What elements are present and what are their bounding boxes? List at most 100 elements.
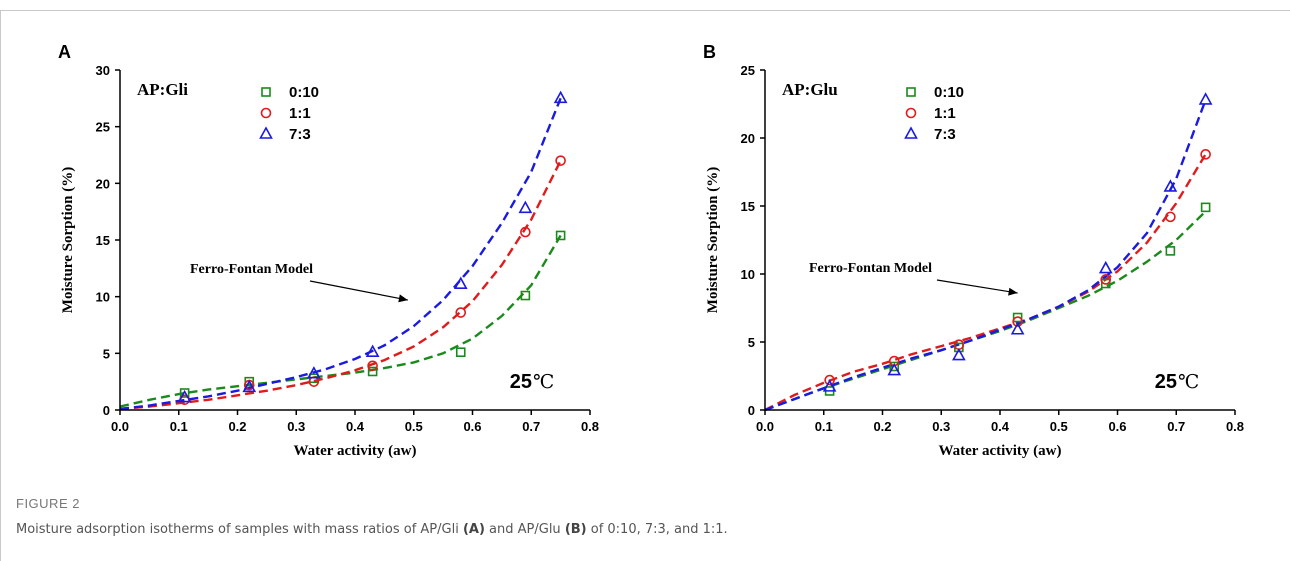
chart-panel-b: B 0.0 0.1 0.2 0.3 0.4 0.5 0.6 0.7 0.8 0 5 10 15 20 25 Wa… bbox=[703, 42, 1244, 459]
legend-label-a-0: 0:10 bbox=[289, 84, 319, 101]
marker-b-s1-p6 bbox=[1200, 149, 1211, 160]
x-tick-label-b-7: 0.7 bbox=[1167, 419, 1185, 434]
legend-marker-a-0 bbox=[261, 87, 271, 97]
x-tick-label-a-2: 0.2 bbox=[228, 419, 246, 434]
marker-b-s1-p4 bbox=[1100, 274, 1112, 285]
y-tick-label-b-1: 5 bbox=[748, 335, 755, 350]
x-tick-label-a-5: 0.5 bbox=[405, 419, 423, 434]
marker-a-s0-p0 bbox=[179, 388, 190, 398]
marker-a-s2-p1 bbox=[242, 379, 257, 393]
marker-a-s1-p5 bbox=[520, 226, 531, 238]
panel-letter-a: A bbox=[58, 42, 71, 62]
x-tick-label-b-2: 0.2 bbox=[873, 419, 891, 434]
temperature-unit-a: ℃ bbox=[533, 371, 554, 393]
legend-marker-b-1 bbox=[905, 107, 917, 119]
legend-marker-b-2 bbox=[904, 126, 918, 139]
panel-letter-b: B bbox=[703, 42, 716, 62]
fit-curve-b-2 bbox=[764, 99, 1207, 412]
x-tick-label-a-6: 0.6 bbox=[463, 419, 481, 434]
annotation-arrowhead-b bbox=[1008, 287, 1018, 296]
marker-a-s1-p6 bbox=[555, 155, 566, 166]
x-tick-label-b-3: 0.3 bbox=[932, 419, 950, 434]
fit-curve-a-2 bbox=[119, 97, 562, 411]
marker-b-s0-p3 bbox=[1012, 312, 1023, 323]
y-tick-label-a-4: 20 bbox=[96, 176, 110, 191]
marker-a-s0-p5 bbox=[520, 290, 531, 301]
y-tick-label-b-0: 0 bbox=[748, 403, 755, 418]
y-tick-label-b-2: 10 bbox=[741, 267, 755, 282]
x-axis-title-a: Water activity (aw) bbox=[293, 443, 416, 459]
x-tick-label-b-1: 0.1 bbox=[815, 419, 833, 434]
legend-label-a-1: 1:1 bbox=[289, 105, 311, 122]
marker-a-s2-p0 bbox=[177, 389, 192, 403]
temperature-value-b: 25 bbox=[1155, 371, 1177, 393]
x-tick-label-a-1: 0.1 bbox=[170, 419, 188, 434]
x-tick-label-b-6: 0.6 bbox=[1108, 419, 1126, 434]
figure-frame-top bbox=[0, 10, 1290, 11]
y-axis-title-a: Moisture Sorption (%) bbox=[60, 167, 76, 313]
temperature-value-a: 25 bbox=[510, 371, 532, 393]
fit-curve-a-1 bbox=[119, 160, 562, 411]
y-tick-label-b-3: 15 bbox=[741, 199, 755, 214]
x-tick-label-a-3: 0.3 bbox=[287, 419, 305, 434]
legend-marker-b-0 bbox=[906, 87, 916, 97]
annotation-arrow-line-b bbox=[936, 279, 1018, 294]
marker-a-s1-p3 bbox=[367, 360, 378, 372]
y-tick-label-a-0: 0 bbox=[103, 403, 110, 418]
marker-b-s0-p4 bbox=[1100, 278, 1111, 289]
y-tick-label-b-4: 20 bbox=[741, 131, 755, 146]
x-tick-label-b-8: 0.8 bbox=[1226, 419, 1244, 434]
marker-b-s2-p0 bbox=[822, 379, 837, 392]
legend-label-b-1: 1:1 bbox=[934, 105, 956, 122]
y-axis-title-b: Moisture Sorption (%) bbox=[705, 167, 721, 313]
x-tick-label-a-7: 0.7 bbox=[522, 419, 540, 434]
marker-a-s2-p5 bbox=[518, 200, 533, 214]
fit-curve-a-0 bbox=[119, 234, 562, 408]
annotation-text-b: Ferro-Fontan Model bbox=[809, 261, 932, 276]
x-axis-title-b: Water activity (aw) bbox=[938, 443, 1061, 459]
legend-label-b-2: 7:3 bbox=[934, 126, 956, 143]
legend-marker-a-2 bbox=[259, 126, 273, 139]
marker-b-s1-p3 bbox=[1012, 316, 1023, 327]
x-tick-label-b-4: 0.4 bbox=[991, 419, 1010, 434]
caption-label-a: (A) bbox=[462, 522, 485, 537]
y-tick-label-b-5: 25 bbox=[741, 63, 755, 78]
annotation-arrowhead-a bbox=[398, 294, 408, 303]
chart-panel-a: A 0.0 0.1 0.2 0.3 0.4 0.5 0.6 0.7 0.8 0 5 10 15 20 25 30… bbox=[58, 42, 599, 459]
y-tick-label-a-3: 15 bbox=[96, 233, 110, 248]
marker-a-s0-p4 bbox=[455, 347, 466, 358]
annotation-arrow-line-a bbox=[309, 280, 408, 301]
figure-frame-left bbox=[0, 10, 1, 561]
marker-b-s2-p1 bbox=[887, 362, 902, 376]
marker-b-s2-p6 bbox=[1198, 92, 1213, 105]
marker-a-s2-p3 bbox=[365, 344, 380, 358]
x-tick-label-a-0: 0.0 bbox=[111, 419, 129, 434]
marker-b-s2-p5 bbox=[1163, 179, 1178, 192]
x-tick-label-a-8: 0.8 bbox=[581, 419, 599, 434]
marker-b-s1-p5 bbox=[1165, 211, 1176, 223]
marker-b-s2-p3 bbox=[1010, 322, 1025, 335]
x-tick-label-b-0: 0.0 bbox=[756, 419, 774, 434]
marker-b-s0-p5 bbox=[1165, 246, 1176, 256]
marker-b-s1-p0 bbox=[824, 374, 835, 386]
caption-label-b: (B) bbox=[564, 522, 587, 537]
y-tick-label-a-5: 25 bbox=[96, 120, 110, 135]
annotation-text-a: Ferro-Fontan Model bbox=[190, 262, 313, 277]
caption-text-1: Moisture adsorption isotherms of samples… bbox=[16, 522, 463, 537]
marker-b-s0-p1 bbox=[889, 361, 900, 372]
marker-a-s0-p6 bbox=[555, 230, 566, 241]
fit-curve-b-1 bbox=[764, 153, 1207, 412]
y-tick-label-a-2: 10 bbox=[96, 290, 110, 305]
series-group-title-b: AP:Glu bbox=[782, 80, 838, 99]
marker-a-s0-p3 bbox=[367, 366, 378, 377]
marker-a-s2-p2 bbox=[307, 366, 321, 379]
legend-label-b-0: 0:10 bbox=[934, 84, 964, 101]
y-tick-label-a-1: 5 bbox=[103, 346, 110, 361]
marker-a-s2-p4 bbox=[453, 276, 468, 289]
temperature-unit-b: ℃ bbox=[1178, 371, 1199, 393]
marker-a-s2-p6 bbox=[553, 90, 568, 104]
caption-text-2: and AP/Glu bbox=[484, 522, 565, 537]
marker-b-s2-p2 bbox=[952, 347, 966, 361]
x-tick-label-b-5: 0.5 bbox=[1050, 419, 1068, 434]
legend-label-a-2: 7:3 bbox=[289, 126, 311, 143]
